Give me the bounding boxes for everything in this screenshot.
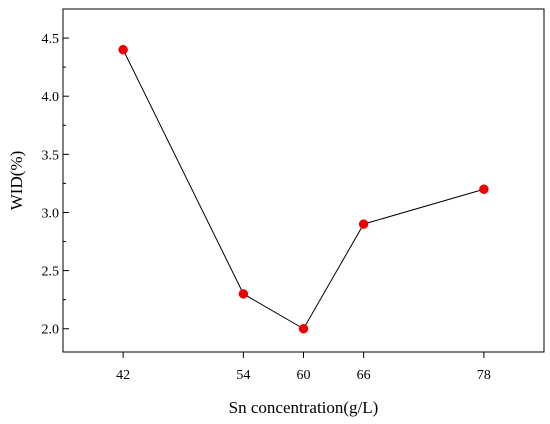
series-line [122, 49, 485, 330]
x-axis: 42 54 60 66 78 [116, 352, 491, 383]
y-tick-label: 4.5 [42, 32, 60, 47]
y-tick-label: 4.0 [42, 90, 60, 105]
x-tick-label: 78 [477, 368, 491, 383]
y-tick-label: 3.5 [42, 148, 60, 163]
data-point [358, 219, 369, 229]
x-tick-label: 66 [357, 368, 371, 383]
y-axis-title: WID(%) [7, 151, 26, 210]
data-point [238, 289, 249, 299]
y-tick-label: 2.0 [42, 323, 60, 338]
y-axis: 2.0 2.5 3.0 3.5 4.0 4.5 [42, 32, 69, 338]
data-point [298, 323, 309, 334]
series-layer [118, 44, 489, 334]
x-tick-label: 42 [116, 368, 130, 383]
plot-frame [62, 8, 545, 353]
data-point [118, 44, 128, 55]
y-tick-label: 2.5 [42, 265, 60, 280]
y-tick-label: 3.0 [42, 206, 60, 221]
x-tick-label: 60 [297, 368, 311, 383]
x-tick-label: 54 [236, 368, 250, 383]
data-point [479, 184, 489, 194]
x-axis-title: Sn concentration(g/L) [229, 398, 379, 417]
